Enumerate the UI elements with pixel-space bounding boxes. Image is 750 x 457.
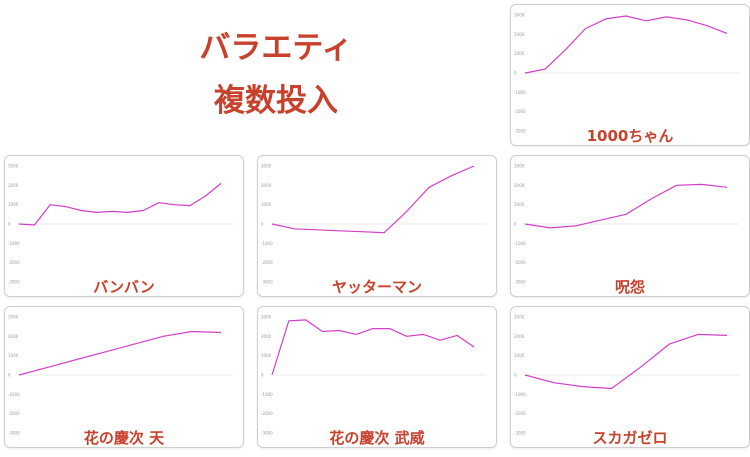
series-line [271,319,475,376]
chart-title: 花の慶次 武威 [329,429,425,447]
chart-panel: 3000 2000 1000 0 -1000 -2000 -3000 スカガゼロ [510,306,750,448]
series-line [271,165,475,234]
y-tick-label: 2000 [8,334,19,339]
y-tick-label: 1000 [514,51,525,56]
y-tick-label: -2000 [514,411,526,416]
y-tick-label: 3000 [514,164,525,169]
y-tick-label: 1000 [261,353,272,358]
y-tick-label: -1000 [261,392,273,397]
y-tick-label: -1000 [8,241,20,246]
chart-title: ヤッターマン [331,278,422,296]
page-title: バラエティ [199,30,353,66]
chart-panel: 3000 2000 1000 0 -1000 -2000 -3000 呪怨 [510,155,750,297]
y-tick-label: -3000 [514,280,526,285]
y-tick-label: 1000 [514,202,525,207]
y-tick-label: 2000 [514,334,525,339]
chart-svg: 3000 2000 1000 0 -1000 -2000 -3000 [261,164,486,285]
y-tick-label: 0 [514,373,517,378]
y-tick-label: 2000 [261,334,272,339]
y-tick-label: 1000 [8,202,19,207]
y-tick-label: -1000 [514,392,526,397]
series-line [18,330,222,376]
y-tick-label: 2000 [261,183,272,188]
y-tick-label: 2000 [8,183,19,188]
y-tick-label: 0 [261,373,264,378]
chart-panel: 3000 2000 1000 0 -1000 -2000 -3000 花の慶次 武威 [257,306,497,448]
y-tick-label: -3000 [261,431,273,436]
y-tick-label: 1000 [514,353,525,358]
y-tick-label: 3000 [8,164,19,169]
y-tick-label: -2000 [261,260,273,265]
y-tick-label: 0 [8,373,11,378]
y-tick-label: 1000 [8,353,19,358]
y-tick-label: -3000 [261,280,273,285]
y-tick-label: 0 [514,71,517,76]
chart-panel: 3000 2000 1000 0 -1000 -2000 -3000 ヤッターマン [257,155,497,297]
y-tick-label: -2000 [514,260,526,265]
y-tick-label: 3000 [514,13,525,18]
y-tick-label: 2000 [514,32,525,37]
chart-svg: 3000 2000 1000 0 -1000 -2000 -3000 [8,164,233,285]
series-line [524,333,728,390]
y-tick-label: 3000 [8,315,19,320]
chart-svg: 3000 2000 1000 0 -1000 -2000 -3000 [514,164,739,285]
chart-svg: 3000 2000 1000 0 -1000 -2000 -3000 [261,315,486,436]
y-tick-label: 3000 [514,315,525,320]
y-tick-label: -3000 [514,129,526,134]
y-tick-label: -1000 [514,90,526,95]
y-tick-label: -1000 [514,241,526,246]
page-subtitle: 複数投入 [214,83,338,119]
y-tick-label: -3000 [514,431,526,436]
y-tick-label: -1000 [261,241,273,246]
chart-svg: 3000 2000 1000 0 -1000 -2000 -3000 [514,13,739,134]
y-tick-label: 0 [261,222,264,227]
chart-title: 花の慶次 天 [83,429,165,447]
chart-title: 呪怨 [614,278,645,296]
chart-svg: 3000 2000 1000 0 -1000 -2000 -3000 [8,315,233,436]
chart-title: スカガゼロ [592,429,668,447]
y-tick-label: 0 [8,222,11,227]
y-tick-label: -2000 [8,260,20,265]
y-tick-label: -3000 [8,431,20,436]
chart-panel: 3000 2000 1000 0 -1000 -2000 -3000 バンバン [4,155,244,297]
y-tick-label: -2000 [8,411,20,416]
chart-title: バンバン [93,278,155,296]
chart-panel: 3000 2000 1000 0 -1000 -2000 -3000 1000ちゃん [510,4,750,146]
y-tick-label: 2000 [514,183,525,188]
y-tick-label: 3000 [261,315,272,320]
y-tick-label: 0 [514,222,517,227]
y-tick-label: -2000 [261,411,273,416]
series-line [524,15,728,74]
chart-panel: 3000 2000 1000 0 -1000 -2000 -3000 花の慶次 天 [4,306,244,448]
y-tick-label: -2000 [514,109,526,114]
y-tick-label: 3000 [261,164,272,169]
chart-title: 1000ちゃん [586,127,674,145]
y-tick-label: 1000 [261,202,272,207]
series-line [524,183,728,229]
y-tick-label: -1000 [8,392,20,397]
series-line [18,182,222,226]
y-tick-label: -3000 [8,280,20,285]
chart-svg: 3000 2000 1000 0 -1000 -2000 -3000 [514,315,739,436]
